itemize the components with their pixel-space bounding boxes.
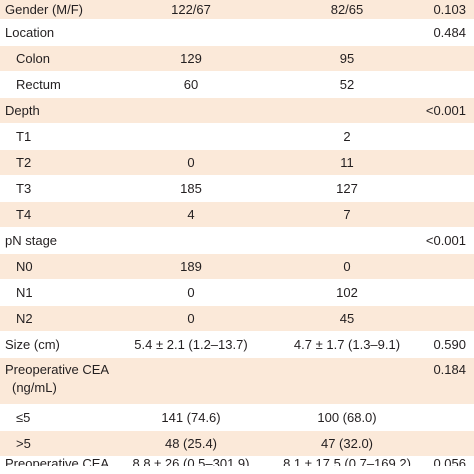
table-row-preoperative-cea-continuous: Preoperative CEA 8.8 ± 26 (0.5–301.9) 8.… <box>0 457 474 467</box>
row-label: Depth <box>5 103 40 118</box>
p-value: 0.103 <box>433 2 466 17</box>
row-label: N0 <box>16 259 33 274</box>
group2-value: 82/65 <box>330 2 364 17</box>
table-row-gender: Gender (M/F) 122/67 82/65 0.103 <box>0 0 474 20</box>
row-label: Preoperative CEA <box>5 457 110 467</box>
group2-value: 8.1 ± 17.5 (0.7–169.2) <box>283 457 411 467</box>
p-value: <0.001 <box>425 103 466 118</box>
table-row-n0: N0 189 0 <box>0 254 474 280</box>
group2-value: 95 <box>339 51 355 66</box>
table-row-cea-le5: ≤5 141 (74.6) 100 (68.0) <box>0 405 474 431</box>
table-row-pn-stage: pN stage <0.001 <box>0 228 474 254</box>
group1-value: 141 (74.6) <box>161 410 221 425</box>
group2-value: 127 <box>336 181 358 196</box>
row-label: Location <box>5 25 55 40</box>
group2-value: 52 <box>339 77 355 92</box>
group1-value: 5.4 ± 2.1 (1.2–13.7) <box>134 337 248 352</box>
p-value: 0.184 <box>433 362 466 377</box>
group2-value: 2 <box>343 129 351 144</box>
group2-value: 47 (32.0) <box>320 436 374 451</box>
table-row-depth: Depth <0.001 <box>0 98 474 124</box>
row-label: pN stage <box>5 233 58 248</box>
table-row-location: Location 0.484 <box>0 20 474 46</box>
table-row-n2: N2 0 45 <box>0 306 474 332</box>
row-label: Preoperative CEA (ng/mL) <box>5 361 109 397</box>
table-row-colon: Colon 129 95 <box>0 46 474 72</box>
row-label: Gender (M/F) <box>5 2 84 17</box>
group1-value: 129 <box>180 51 202 66</box>
group1-value: 0 <box>187 311 195 326</box>
group2-value: 11 <box>340 155 354 170</box>
group2-value: 100 (68.0) <box>317 410 377 425</box>
row-label: N1 <box>16 285 33 300</box>
p-value: 0.590 <box>433 337 466 352</box>
group2-value: 7 <box>343 207 351 222</box>
table-row-size: Size (cm) 5.4 ± 2.1 (1.2–13.7) 4.7 ± 1.7… <box>0 332 474 358</box>
table-row-t4: T4 4 7 <box>0 202 474 228</box>
table-row-t1: T1 2 <box>0 124 474 150</box>
group1-value: 60 <box>183 77 199 92</box>
p-value: 0.056 <box>433 457 466 467</box>
row-label: T3 <box>16 181 32 196</box>
p-value: 0.484 <box>433 25 466 40</box>
group1-value: 48 (25.4) <box>164 436 218 451</box>
group2-value: 0 <box>343 259 351 274</box>
group2-value: 102 <box>336 285 358 300</box>
row-label: N2 <box>16 311 33 326</box>
group1-value: 8.8 ± 26 (0.5–301.9) <box>132 457 250 467</box>
group1-value: 0 <box>187 285 195 300</box>
group2-value: 45 <box>339 311 355 326</box>
table-row-n1: N1 0 102 <box>0 280 474 306</box>
row-label: Size (cm) <box>5 337 60 352</box>
group2-value: 4.7 ± 1.7 (1.3–9.1) <box>293 337 401 352</box>
table-row-rectum: Rectum 60 52 <box>0 72 474 98</box>
table-row-t2: T2 0 11 <box>0 150 474 176</box>
group1-value: 185 <box>180 181 202 196</box>
table-row-preoperative-cea-group: Preoperative CEA (ng/mL) 0.184 <box>0 358 474 405</box>
row-label: >5 <box>16 436 31 451</box>
row-label: ≤5 <box>16 410 31 425</box>
group1-value: 0 <box>187 155 195 170</box>
row-label: Colon <box>16 51 50 66</box>
row-label: Rectum <box>16 77 61 92</box>
table-row-t3: T3 185 127 <box>0 176 474 202</box>
row-label: T4 <box>16 207 32 222</box>
row-label-line1: Preoperative CEA <box>5 362 110 377</box>
group1-value: 122/67 <box>171 2 211 17</box>
row-label: T1 <box>16 129 32 144</box>
table-row-cea-gt5: >5 48 (25.4) 47 (32.0) <box>0 431 474 457</box>
row-label: T2 <box>16 155 32 170</box>
group1-value: 189 <box>180 259 202 274</box>
p-value: <0.001 <box>425 233 466 248</box>
group1-value: 4 <box>187 207 195 222</box>
row-label-line2: (ng/mL) <box>12 380 57 395</box>
